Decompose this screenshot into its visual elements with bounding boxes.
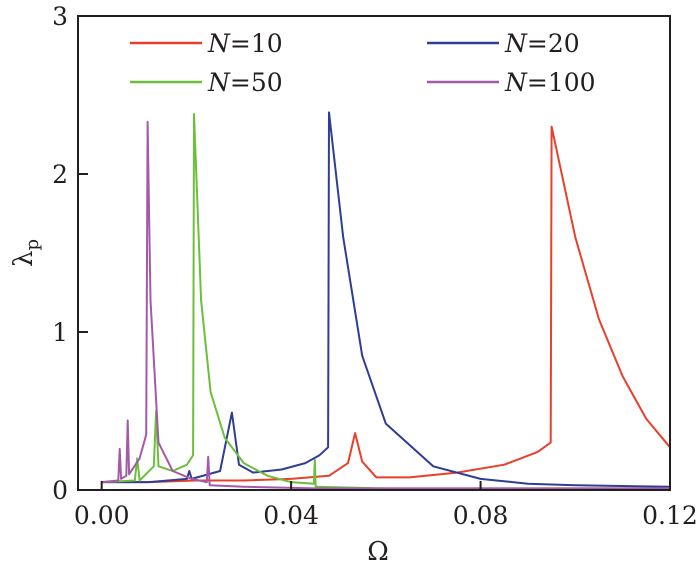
legend-item-10: N=10 (130, 29, 283, 58)
series-line-20 (101, 111, 671, 488)
plot-frame (77, 15, 671, 491)
plot-series (101, 111, 671, 490)
x-axis-title: Ω (367, 537, 389, 567)
y-tick-label: 3 (52, 2, 68, 31)
y-axis-ticks: 0 1 2 3 (52, 2, 88, 505)
legend-item-100: N=100 (427, 68, 596, 97)
svg-text:λp: λp (9, 239, 43, 267)
legend-label: N=100 (504, 68, 596, 97)
x-tick-label: 0.00 (74, 501, 130, 530)
x-tick-label: 0.04 (263, 501, 319, 530)
legend-label: N=50 (207, 68, 283, 97)
legend-item-50: N=50 (130, 68, 283, 97)
series-line-50 (101, 113, 670, 490)
x-tick-label: 0.12 (642, 501, 698, 530)
legend-item-20: N=20 (427, 29, 580, 58)
y-tick-label: 0 (52, 476, 68, 505)
series-line-100 (101, 120, 670, 490)
x-axis-ticks: 0.00 0.04 0.08 0.12 (74, 481, 698, 530)
y-axis-title-main: λ (9, 251, 39, 267)
legend: N=10 N=20 N=50 N=100 (130, 29, 596, 97)
legend-label: N=10 (207, 29, 283, 58)
x-tick-label: 0.08 (453, 501, 509, 530)
y-axis-title-sub: p (22, 239, 43, 251)
series-line-10 (101, 125, 671, 484)
y-axis-title: λp (9, 239, 43, 267)
legend-label: N=20 (504, 29, 580, 58)
y-tick-label: 1 (52, 318, 68, 347)
y-tick-label: 2 (52, 160, 68, 189)
